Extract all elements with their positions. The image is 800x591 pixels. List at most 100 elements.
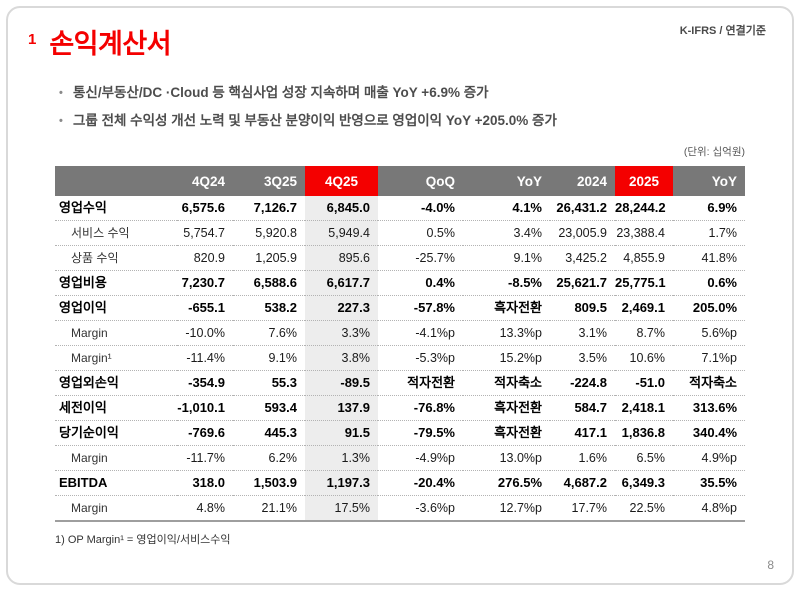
table-cell: 17.7% (550, 495, 615, 522)
table-row: Margin¹ -11.4% 9.1% 3.8% -5.3%p 15.2%p 3.5% 10.… (55, 345, 745, 371)
table-cell: 1.7% (673, 220, 745, 246)
table-row: 영업외손익 -354.9 55.3 -89.5 적자전환 적자축소 -224.8 -51.0 적… (55, 370, 745, 396)
table-cell: 7,230.7 (177, 270, 233, 296)
table-cell: 5,754.7 (177, 220, 233, 246)
table-cell: 6.9% (707, 200, 737, 215)
row-label: Margin (55, 445, 177, 471)
table-cell: -769.6 (177, 420, 233, 446)
column-header-yoy: YoY (673, 166, 745, 196)
table-cell: 3.3% (305, 320, 378, 346)
table-row: EBITDA 318.0 1,503.9 1,197.3 -20.4% 276.5% 4,6… (55, 470, 745, 496)
table-cell: 7,126.7 (253, 200, 297, 215)
table-cell: 895.6 (305, 245, 378, 271)
table-cell: 5.6%p (673, 320, 745, 346)
table-cell: -8.5% (463, 270, 550, 296)
table-cell: 0.6% (673, 270, 745, 296)
table-cell: 6,349.3 (615, 470, 673, 496)
column-header-yoy: YoY (463, 166, 550, 196)
table-cell: 205.0% (673, 295, 745, 321)
table-header-row: 4Q24 3Q25 4Q25 QoQ YoY 2024 2025 YoY (55, 166, 745, 196)
table-cell: 3.4% (463, 220, 550, 246)
table-cell: 1.6% (550, 445, 615, 471)
table-row: Margin 4.8% 21.1% 17.5% -3.6%p 12.7%p 17.7% 22.… (55, 495, 745, 522)
table-cell: 21.1% (233, 495, 305, 522)
table-cell: 3.8% (305, 345, 378, 371)
table-cell: 적자축소 (463, 370, 550, 396)
footnote: 1) OP Margin¹ = 영업이익/서비스수익 (55, 534, 231, 546)
row-label: 영업수익 (59, 200, 107, 215)
table-cell: 13.0%p (463, 445, 550, 471)
table-cell: 445.3 (233, 420, 305, 446)
table-cell: 137.9 (305, 395, 378, 421)
table-cell: 3.1% (550, 320, 615, 346)
table-cell: 2,418.1 (615, 395, 673, 421)
table-cell: 6,617.7 (305, 270, 378, 296)
table-body: 영업수익 6,575.6 7,126.7 6,845.0 -4.0% 4.1% 26,431… (55, 196, 745, 522)
row-label: 영업비용 (55, 270, 177, 296)
column-header-4q24: 4Q24 (177, 166, 233, 196)
table-cell: 7.1%p (673, 345, 745, 371)
table-cell: -224.8 (550, 370, 615, 396)
row-label: 세전이익 (55, 395, 177, 421)
table-cell: 28,244.2 (615, 200, 666, 215)
table-row: 영업이익 -655.1 538.2 227.3 -57.8% 흑자전환 809.5 2,469… (55, 295, 745, 321)
table-cell: 0.5% (378, 220, 463, 246)
table-cell: 9.1% (463, 245, 550, 271)
income-statement-table: 4Q24 3Q25 4Q25 QoQ YoY 2024 2025 YoY 영업수익 6,575.… (55, 166, 745, 522)
table-cell: 23,388.4 (615, 220, 673, 246)
table-cell: 12.7%p (463, 495, 550, 522)
table-row: Margin -11.7% 6.2% 1.3% -4.9%p 13.0%p 1.6% 6.5%… (55, 445, 745, 471)
table-cell: 584.7 (550, 395, 615, 421)
column-header-4q25: 4Q25 (305, 166, 378, 196)
table-cell: -89.5 (305, 370, 378, 396)
table-cell: 적자전환 (378, 370, 463, 396)
row-label: Margin (55, 320, 177, 346)
slide-card: K-IFRS / 연결기준 1 손익계산서 통신/부동산/DC ·Cloud 등… (6, 6, 794, 585)
table-cell: 13.3%p (463, 320, 550, 346)
column-header-3q25: 3Q25 (233, 166, 305, 196)
row-label: Margin (55, 495, 177, 522)
table-cell: 흑자전환 (463, 395, 550, 421)
table-cell: -76.8% (378, 395, 463, 421)
table-cell: 8.7% (615, 320, 673, 346)
table-cell: 0.4% (378, 270, 463, 296)
table-cell: -1,010.1 (177, 395, 233, 421)
row-label: 서비스 수익 (55, 220, 177, 246)
table-cell: -79.5% (378, 420, 463, 446)
table-cell: -51.0 (615, 370, 673, 396)
table-cell: -4.9%p (378, 445, 463, 471)
table-cell: 1,836.8 (615, 420, 673, 446)
page-number: 8 (767, 558, 774, 572)
summary-bullets: 통신/부동산/DC ·Cloud 등 핵심사업 성장 지속하며 매출 YoY +… (58, 84, 752, 140)
table-cell: 318.0 (177, 470, 233, 496)
table-cell: 4.9%p (673, 445, 745, 471)
table-cell: -10.0% (177, 320, 233, 346)
table-row: Margin -10.0% 7.6% 3.3% -4.1%p 13.3%p 3.1% 8.7%… (55, 320, 745, 346)
table-cell: 91.5 (305, 420, 378, 446)
accounting-standard-label: K-IFRS / 연결기준 (679, 25, 766, 37)
table-cell: -5.3%p (378, 345, 463, 371)
table-cell: 4,855.9 (615, 245, 673, 271)
table-cell: 276.5% (463, 470, 550, 496)
column-header-rowlabel (55, 166, 177, 196)
table-cell: 흑자전환 (463, 420, 550, 446)
slide-number-badge: 1 (28, 31, 37, 48)
row-label: 상품 수익 (55, 245, 177, 271)
row-label: 영업외손익 (55, 370, 177, 396)
table-row: 영업수익 6,575.6 7,126.7 6,845.0 -4.0% 4.1% 26,431… (55, 196, 745, 221)
table-cell: 538.2 (233, 295, 305, 321)
title-row: 1 손익계산서 (28, 28, 172, 60)
table-cell: 4,687.2 (550, 470, 615, 496)
table-cell: -20.4% (378, 470, 463, 496)
table-row: 서비스 수익 5,754.7 5,920.8 5,949.4 0.5% 3.4% 23,00… (55, 220, 745, 246)
table-cell: 17.5% (305, 495, 378, 522)
table-row: 당기순이익 -769.6 445.3 91.5 -79.5% 흑자전환 417.1 1,836… (55, 420, 745, 446)
table-cell: 26,431.2 (556, 200, 607, 215)
table-cell: 5,949.4 (305, 220, 378, 246)
table-cell: 6,845.0 (305, 196, 378, 221)
row-label: EBITDA (55, 470, 177, 496)
table-cell: 593.4 (233, 395, 305, 421)
table-cell: 1,197.3 (305, 470, 378, 496)
table-cell: 7.6% (233, 320, 305, 346)
table-cell: 흑자전환 (463, 295, 550, 321)
